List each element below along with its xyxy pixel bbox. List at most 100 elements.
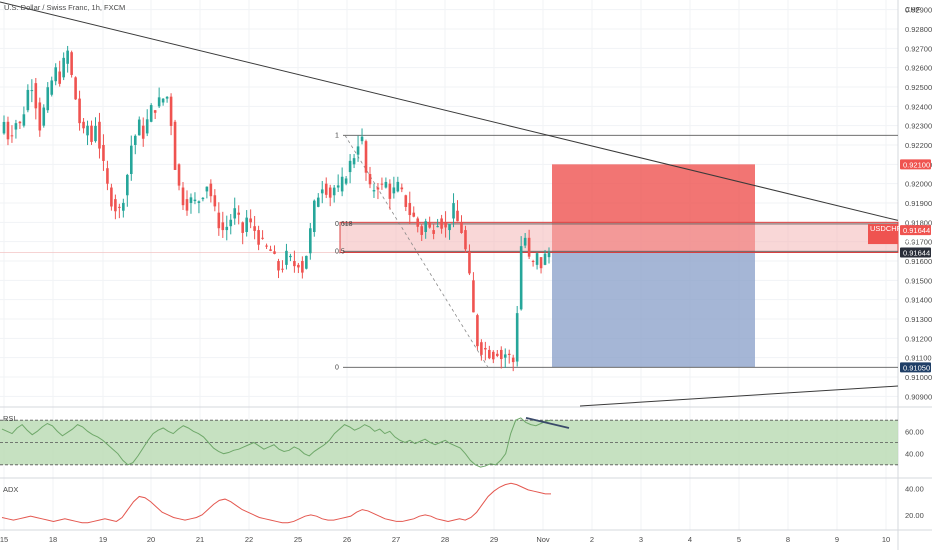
fib-level-label: 0.5 bbox=[335, 248, 345, 255]
rsi-tick-label: 40.00 bbox=[905, 450, 924, 459]
candle-body bbox=[360, 136, 364, 142]
candle-body bbox=[412, 212, 416, 217]
low-price-tag-bg bbox=[900, 362, 931, 373]
candle-body bbox=[384, 181, 388, 188]
candle-body bbox=[460, 222, 463, 234]
candle-body bbox=[54, 67, 58, 82]
adx-tick-label: 20.00 bbox=[905, 511, 924, 520]
price-tick-label: 0.92700 bbox=[905, 44, 932, 53]
candle-body bbox=[70, 52, 73, 75]
candle-body bbox=[492, 351, 495, 360]
candle-body bbox=[527, 237, 531, 257]
candle-body bbox=[165, 96, 169, 99]
candle-body bbox=[372, 190, 376, 192]
candle-body bbox=[277, 261, 280, 271]
candle-body bbox=[94, 125, 97, 142]
candle-body bbox=[332, 187, 336, 196]
candle-body bbox=[432, 230, 435, 234]
candle-body bbox=[535, 253, 539, 265]
candle-body bbox=[102, 145, 105, 161]
rsi-panel[interactable] bbox=[0, 417, 898, 468]
candle-body bbox=[273, 251, 276, 254]
price-tick-label: 0.92000 bbox=[905, 180, 932, 189]
time-tick-label: 28 bbox=[441, 535, 449, 544]
candle-body bbox=[396, 181, 400, 192]
candle-body bbox=[464, 230, 467, 250]
candle-body bbox=[316, 197, 320, 207]
candle-body bbox=[157, 97, 161, 107]
candle-body bbox=[126, 174, 129, 196]
candle-body bbox=[309, 228, 312, 254]
candle-body bbox=[388, 183, 392, 199]
rsi-divergence-line bbox=[525, 417, 570, 429]
candle-body bbox=[82, 121, 85, 129]
candle-body bbox=[543, 253, 547, 265]
candle-body bbox=[392, 187, 396, 194]
candle-body bbox=[62, 57, 65, 78]
candle-body bbox=[46, 87, 50, 111]
candle-body bbox=[364, 141, 368, 173]
candle-body bbox=[22, 114, 26, 126]
countdown-label: 18:30 bbox=[903, 235, 922, 244]
candle-body bbox=[2, 121, 6, 134]
candle-body bbox=[348, 160, 352, 173]
candle-body bbox=[285, 250, 288, 265]
candle-body bbox=[495, 353, 499, 356]
low-price-tag: 0.91050 bbox=[903, 363, 930, 372]
candle-body bbox=[408, 203, 412, 216]
time-tick-label: 22 bbox=[245, 535, 253, 544]
time-tick-label: 29 bbox=[490, 535, 498, 544]
candle-body bbox=[181, 187, 185, 206]
price-tick-label: 0.91900 bbox=[905, 199, 932, 208]
price-tick-label: 0.91800 bbox=[905, 218, 932, 227]
candle-body bbox=[229, 219, 233, 227]
candle-body bbox=[476, 315, 479, 347]
price-tick-label: 0.91100 bbox=[905, 354, 932, 363]
candle-body bbox=[110, 187, 113, 207]
candle-body bbox=[205, 186, 209, 192]
candle-body bbox=[66, 50, 69, 64]
candle-body bbox=[515, 313, 519, 362]
adx-tick-label: 40.00 bbox=[905, 485, 924, 494]
take-profit-zone bbox=[552, 252, 755, 368]
candle-body bbox=[269, 249, 272, 251]
candle-body bbox=[233, 208, 237, 219]
candle-body bbox=[368, 174, 372, 185]
candle-body bbox=[249, 218, 252, 223]
candle-body bbox=[221, 222, 225, 231]
candle-body bbox=[217, 212, 221, 229]
time-tick-label: 2 bbox=[590, 535, 594, 544]
candle-body bbox=[149, 105, 153, 122]
price-tick-label: 0.92600 bbox=[905, 64, 932, 73]
candle-body bbox=[177, 164, 181, 186]
candle-body bbox=[58, 71, 61, 84]
candle-body bbox=[531, 261, 535, 262]
price-axis[interactable]: 0.92800 0.92600 0.92400 0.92200 0.92000 0.918… bbox=[868, 6, 932, 520]
candle-body bbox=[444, 222, 447, 228]
price-tick-label: 0.92400 bbox=[905, 102, 932, 111]
candle-body bbox=[404, 195, 408, 207]
candle-body bbox=[301, 261, 304, 273]
stop-price-tag-bg bbox=[900, 159, 931, 170]
candle-body bbox=[173, 121, 177, 170]
time-tick-label: 20 bbox=[147, 535, 155, 544]
supply-zone bbox=[339, 221, 899, 253]
fib-level-label: 1 bbox=[335, 132, 339, 139]
time-axis[interactable]: 15 18 19 20 21 22 25 26 27 28 29 Nov 2 3 4 5 8 9 10 bbox=[0, 535, 890, 544]
candle-body bbox=[456, 210, 459, 222]
candle-body bbox=[424, 221, 427, 232]
rsi-tick-label: 60.00 bbox=[905, 427, 924, 436]
candle-body bbox=[30, 90, 34, 92]
candle-body bbox=[34, 83, 38, 109]
time-tick-label: 5 bbox=[737, 535, 741, 544]
candle-body bbox=[400, 187, 404, 190]
entry-price-tag: 0.91644 bbox=[903, 248, 930, 257]
candle-body bbox=[436, 226, 439, 228]
price-tick-label: 0.92500 bbox=[905, 83, 932, 92]
adx-panel[interactable] bbox=[1, 482, 551, 524]
rsi-label: RSI bbox=[3, 414, 16, 423]
candle-body bbox=[225, 226, 229, 231]
candle-body bbox=[98, 121, 101, 149]
